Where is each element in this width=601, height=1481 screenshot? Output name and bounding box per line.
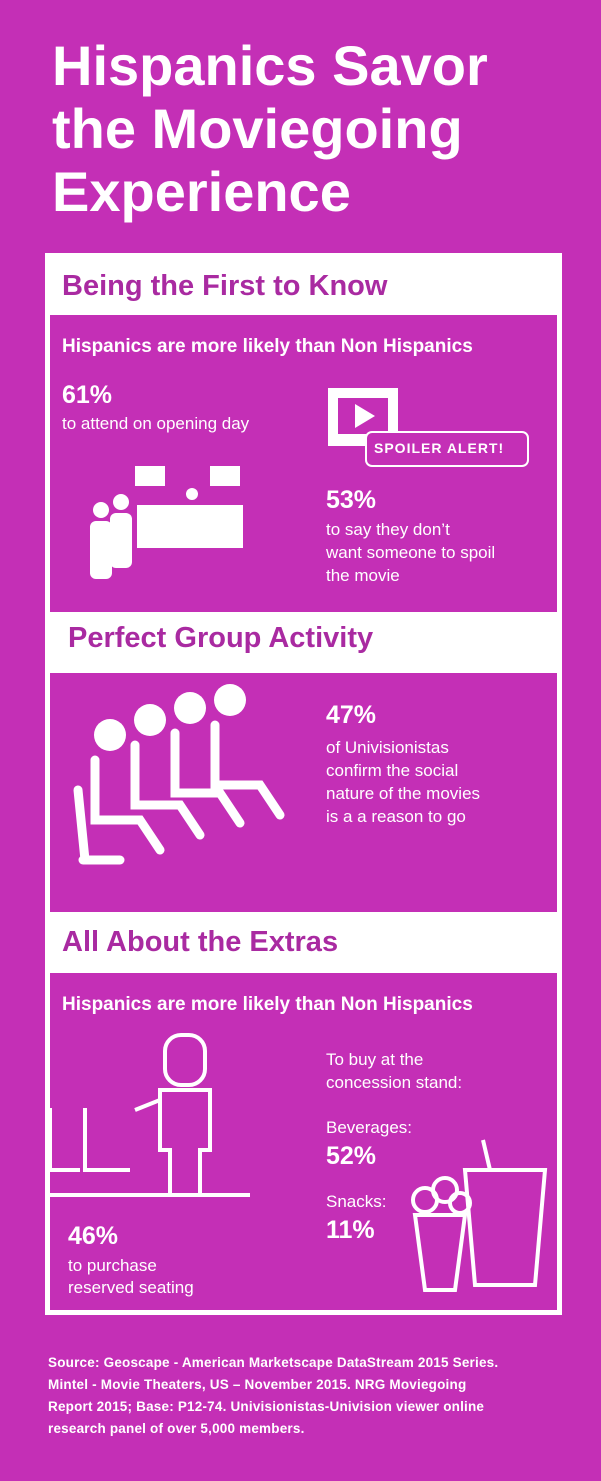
badge-frame <box>365 431 529 467</box>
audience-icon <box>73 684 285 865</box>
ticket-counter-icon <box>90 466 243 579</box>
stat-text: Beverages: <box>326 1118 412 1137</box>
section-heading: Perfect Group Activity <box>68 622 374 654</box>
stat-text: to attend on opening day <box>62 414 250 433</box>
stat-text: to say they don’t <box>326 520 450 539</box>
lead-text: To buy at the <box>326 1050 424 1069</box>
intro: Hispanics are more likely than Non Hispa… <box>62 336 473 357</box>
stat-text: is a a reason to go <box>326 807 466 826</box>
stat-text: of Univisionistas <box>326 738 449 757</box>
badge: SPOILER ALERT! <box>374 440 505 456</box>
stat-text: nature of the movies <box>326 784 481 803</box>
source-line: Mintel - Movie Theaters, US – November 2… <box>48 1377 467 1392</box>
stat-text: confirm the social <box>326 761 459 780</box>
stat-text: to purchase <box>68 1256 157 1275</box>
stat-text: the movie <box>326 566 400 585</box>
snack-icon <box>411 1139 548 1292</box>
usher-icon <box>48 1033 250 1197</box>
stat-value: 47% <box>326 701 377 729</box>
stat-value: 53% <box>326 486 377 514</box>
stat-value: 61% <box>62 381 113 409</box>
intro: Hispanics are more likely than Non Hispa… <box>62 994 473 1015</box>
stat-text: want someone to spoil <box>326 543 496 562</box>
stat-text: Snacks: <box>326 1192 387 1211</box>
title-line: Hispanics Savor <box>52 34 488 97</box>
source-line: Report 2015; Base: P12-74. Univisionista… <box>48 1399 485 1414</box>
source-line: research panel of over 5,000 members. <box>48 1421 305 1436</box>
stat-value: 11% <box>326 1216 375 1244</box>
lead-text: concession stand: <box>326 1073 463 1092</box>
stat-value: 52% <box>326 1142 377 1170</box>
source-line: Source: Geoscape - American Marketscape … <box>48 1355 499 1370</box>
section-heading: All About the Extras <box>62 926 339 958</box>
title-line: Experience <box>52 160 351 223</box>
title-line: the Moviegoing <box>52 97 463 160</box>
section-heading: Being the First to Know <box>62 270 388 302</box>
stat-value: 46% <box>68 1222 119 1250</box>
film-icon <box>328 388 398 446</box>
stat-text: reserved seating <box>68 1278 194 1297</box>
